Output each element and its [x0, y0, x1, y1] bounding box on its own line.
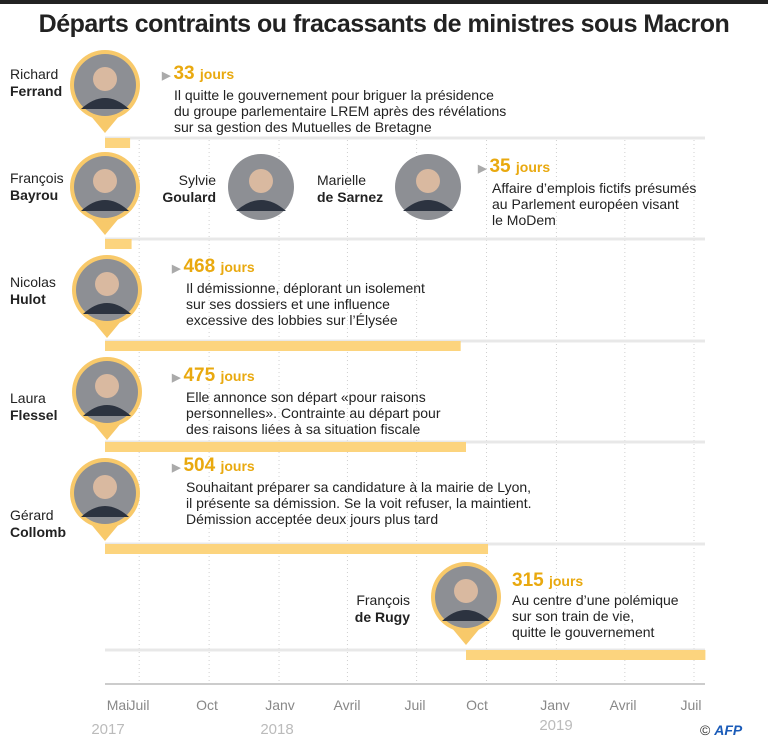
name-de-rugy: François de Rugy	[354, 592, 410, 625]
arrow-icon: ▶	[478, 163, 487, 175]
year-label: 2017	[91, 721, 125, 738]
days-label: ▶ 468 jours	[172, 256, 255, 277]
top-rule	[0, 0, 768, 4]
portrait-shoulders	[81, 200, 129, 211]
portrait-shoulders	[83, 405, 131, 416]
tick-label: Juil	[680, 697, 702, 713]
name-collomb: Gérard Collomb	[10, 507, 66, 540]
portrait-face	[93, 475, 117, 499]
arrow-icon: ▶	[172, 462, 181, 474]
portrait-shoulders	[83, 303, 131, 314]
chart-title: Départs contraints ou fracassants de min…	[38, 10, 730, 38]
arrow-icon: ▶	[172, 372, 181, 384]
days-label: ▶ 504 jours	[172, 455, 255, 476]
duration-bar	[105, 138, 131, 148]
year-label: 2019	[539, 717, 573, 734]
tick-label: Avril	[609, 697, 637, 713]
portrait-face	[416, 169, 440, 193]
portrait-face	[454, 579, 478, 603]
days-label: ▶ 33 jours	[162, 63, 235, 84]
annotation-hulot: ▶ 468 jours Il démissionne, déplorant un …	[172, 256, 425, 328]
duration-bar	[105, 442, 466, 452]
annotation-ferrand: ▶ 33 jours Il quitte le gouvernement pour…	[162, 63, 507, 135]
name-hulot: Nicolas Hulot	[10, 274, 56, 307]
portrait-face	[95, 272, 119, 296]
portrait-shoulders	[403, 200, 453, 211]
tick-label: Janv	[540, 697, 570, 713]
name-de-sarnez: Marielle de Sarnez	[317, 172, 384, 205]
days-label: 315 jours	[512, 570, 584, 591]
tick-label: Oct	[196, 697, 218, 713]
portrait-face	[249, 169, 273, 193]
name-bayrou: François Bayrou	[10, 170, 64, 203]
tick-label: Juil	[404, 697, 426, 713]
afp-credit: © AFP	[700, 722, 743, 738]
portrait-shoulders	[442, 610, 490, 621]
arrow-icon: ▶	[162, 70, 171, 82]
duration-bar	[105, 239, 132, 249]
name-ferrand: Richard Ferrand	[10, 66, 63, 99]
duration-bar	[466, 650, 706, 660]
portrait-shoulders	[81, 98, 129, 109]
duration-bar	[105, 544, 489, 554]
name-flessel: Laura Flessel	[10, 390, 58, 423]
arrow-icon: ▶	[172, 263, 181, 275]
portrait-face	[93, 67, 117, 91]
tick-label: Juil	[128, 697, 150, 713]
annotation-de-rugy: 315 jours Au centre d’une polémique sur s…	[512, 570, 679, 640]
portrait-face	[95, 374, 119, 398]
days-label: ▶ 475 jours	[172, 365, 255, 386]
tick-label: Oct	[466, 697, 488, 713]
afp-logo: AFP	[714, 722, 743, 738]
portrait-shoulders	[236, 200, 286, 211]
portrait-shoulders	[81, 506, 129, 517]
portrait-face	[93, 169, 117, 193]
tick-label: Avril	[333, 697, 361, 713]
annotation-collomb: ▶ 504 jours Souhaitant préparer sa candid…	[172, 455, 532, 527]
annotation-flessel: ▶ 475 jours Elle annonce son départ «pour…	[172, 365, 441, 437]
annotation-bayrou: ▶ 35 jours Affaire d’emplois fictifs prés…	[478, 156, 697, 228]
name-goulard: Sylvie Goulard	[162, 172, 216, 205]
days-label: ▶ 35 jours	[478, 156, 551, 177]
year-label: 2018	[260, 721, 294, 738]
tick-label: Janv	[265, 697, 295, 713]
tick-label: Mai	[106, 697, 130, 713]
duration-bar	[105, 341, 461, 351]
